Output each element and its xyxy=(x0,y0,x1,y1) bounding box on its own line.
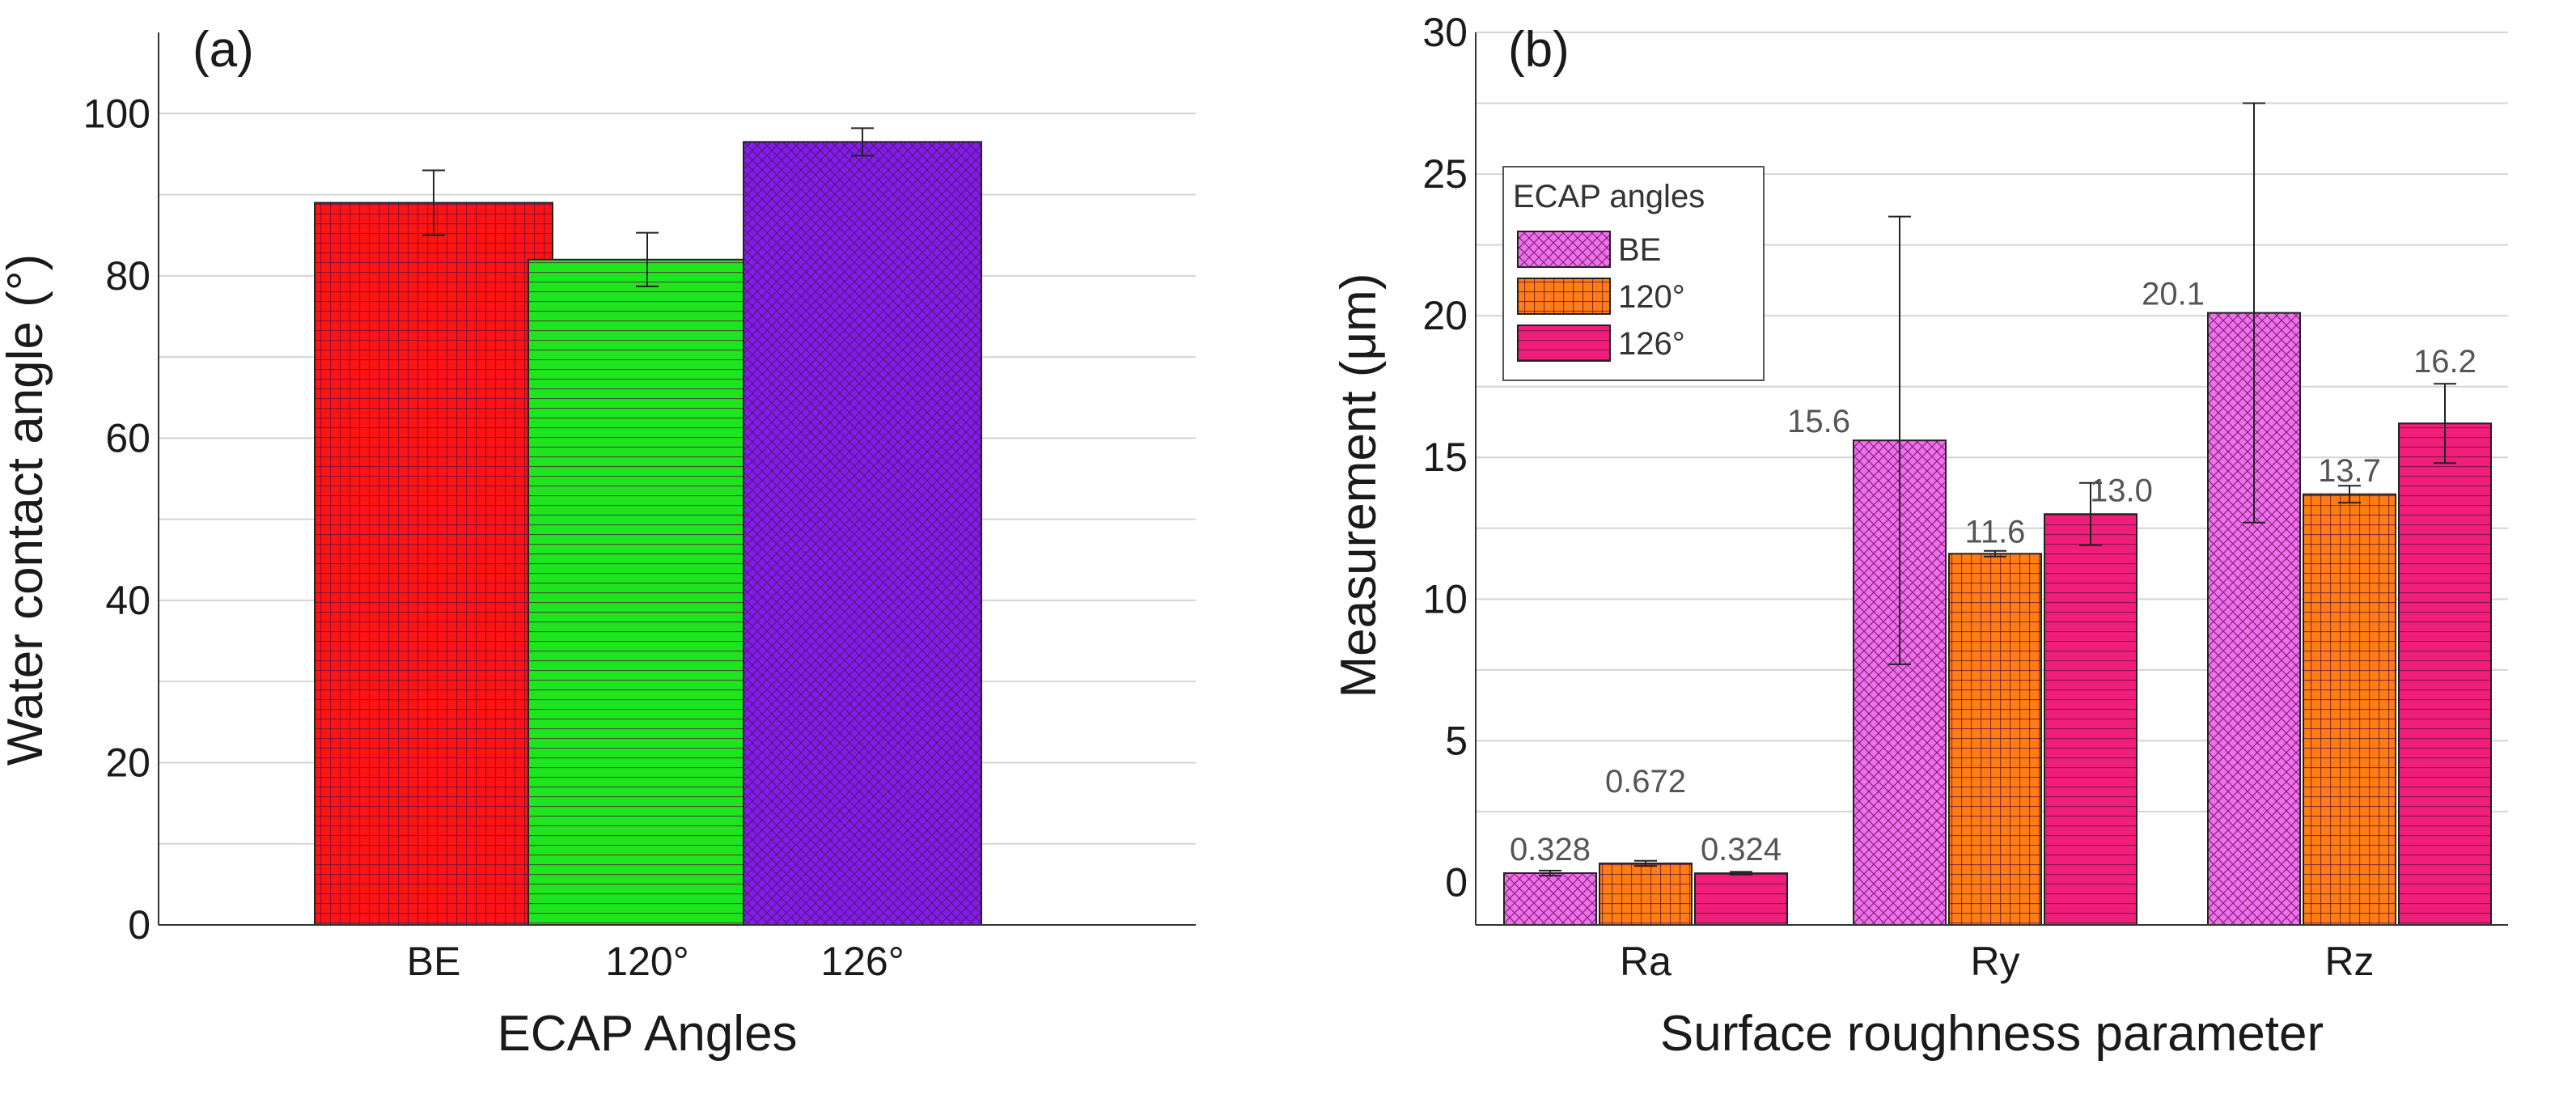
y-tick-label: 25 xyxy=(1422,151,1468,197)
legend-label-2: 126° xyxy=(1618,326,1685,362)
bar-Ra-2 xyxy=(1694,872,1788,927)
data-label: 11.6 xyxy=(1965,514,2026,549)
y-tick-label: 20 xyxy=(105,740,150,785)
data-label: 20.1 xyxy=(2142,277,2205,312)
x-tick-label: Rz xyxy=(2324,939,2374,984)
data-label: 0.324 xyxy=(1701,832,1782,867)
y-tick-label: 40 xyxy=(105,578,150,623)
data-label: 0.328 xyxy=(1510,832,1591,867)
bar-Ra-0 xyxy=(1503,872,1597,926)
x-tick-label: 120° xyxy=(605,939,688,984)
legend-label-0: BE xyxy=(1618,232,1661,268)
y-tick-label: 5 xyxy=(1445,718,1468,763)
legend-title: ECAP angles xyxy=(1513,179,1705,214)
y-tick-label: 100 xyxy=(83,91,150,136)
panel-label-a: (a) xyxy=(193,22,254,78)
bar-2 xyxy=(743,141,982,927)
y-axis-title-a: Water contact angle (°) xyxy=(0,254,53,766)
y-tick-label: 80 xyxy=(105,253,150,299)
bar-Rz-2 xyxy=(2398,422,2492,926)
y-tick-label: 60 xyxy=(105,415,150,460)
legend: ECAP angles BE 120° 126° xyxy=(1502,166,1765,381)
x-axis-title-a: ECAP Angles xyxy=(497,1006,797,1062)
bar-0 xyxy=(314,201,553,926)
data-label: 15.6 xyxy=(1787,404,1850,439)
x-tick-label: 126° xyxy=(820,939,904,984)
legend-swatch-0 xyxy=(1517,231,1611,268)
bar-Rz-1 xyxy=(2303,493,2396,926)
y-tick-label: 0 xyxy=(128,902,150,948)
x-axis-title-b: Surface roughness parameter xyxy=(1660,1006,2324,1062)
x-tick-label: Ra xyxy=(1620,939,1671,984)
bar-Ra-1 xyxy=(1599,862,1693,927)
y-tick-label: 30 xyxy=(1422,10,1468,55)
x-tick-label: BE xyxy=(407,939,461,984)
panel-label-b: (b) xyxy=(1508,22,1570,78)
data-label: 13.7 xyxy=(2318,453,2381,489)
y-tick-label: 0 xyxy=(1445,859,1468,905)
legend-swatch-1 xyxy=(1517,278,1611,315)
y-tick-label: 15 xyxy=(1422,435,1468,480)
x-tick-label: Ry xyxy=(1970,939,2019,984)
legend-label-1: 120° xyxy=(1618,279,1685,315)
bar-1 xyxy=(527,258,767,927)
legend-swatch-2 xyxy=(1517,324,1611,362)
y-axis-title-b: Measurement (μm) xyxy=(1331,274,1387,698)
bar-Ry-2 xyxy=(2044,513,2137,926)
data-label: 0.672 xyxy=(1605,764,1686,800)
y-tick-label: 10 xyxy=(1422,576,1468,621)
chart-water-contact-angle: 0 20 40 60 80 100 BE 120° 126° (a) ECAP Angles W… xyxy=(0,22,1196,1062)
data-label: 16.2 xyxy=(2413,344,2476,380)
chart-surface-roughness: 0.3280.6720.32415.611.613.020.113.716.2 … xyxy=(1331,10,2508,1062)
bar-Ry-1 xyxy=(1948,553,2042,926)
y-tick-label: 20 xyxy=(1422,293,1468,338)
data-label: 13.0 xyxy=(2090,473,2153,508)
